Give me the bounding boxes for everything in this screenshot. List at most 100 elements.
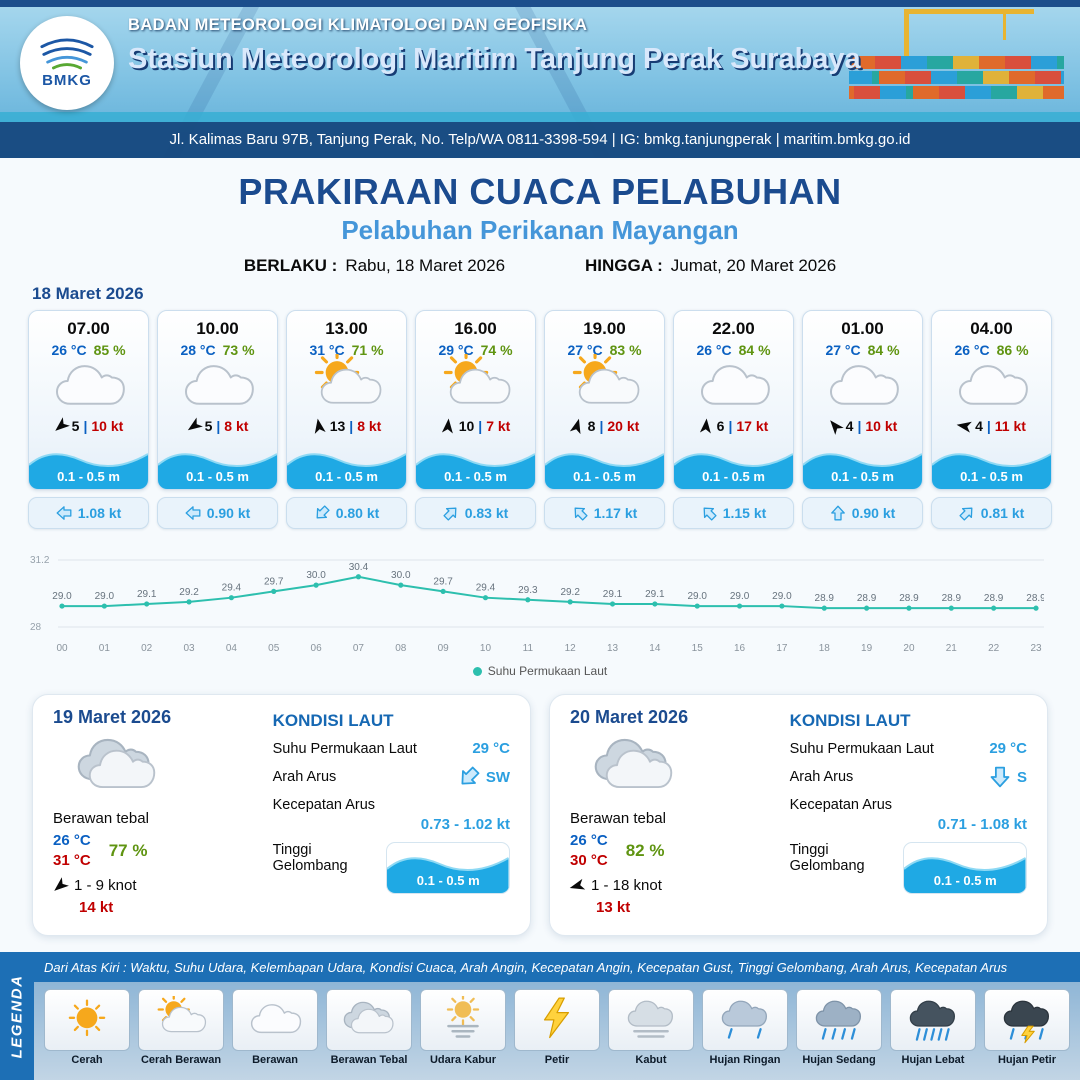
current-speed: 0.90 kt: [206, 505, 251, 521]
legend-dot: [472, 666, 482, 676]
current-direction-arrow: [316, 505, 330, 519]
gust-speed: 17 kt: [736, 418, 769, 434]
wave-height-value: 0.1 - 0.5 m: [186, 469, 249, 484]
wind-range: 1 - 18 knot: [591, 877, 662, 895]
temp-humidity-row: 26 °C 86 %: [932, 342, 1051, 358]
berawan-icon: [958, 365, 1028, 406]
gust-speed: 8 kt: [357, 418, 382, 434]
bmkg-logo-globe-icon: [40, 38, 94, 70]
station-name: Stasiun Meteorologi Maritim Tanjung Pera…: [128, 43, 861, 75]
svg-text:16: 16: [734, 643, 746, 654]
humidity: 74 %: [480, 342, 513, 358]
current-direction-arrow: [959, 507, 973, 521]
sea-conditions: KONDISI LAUT Suhu Permukaan Laut 29 °C A…: [273, 707, 510, 921]
sst-chart: 31.2 28 29.0 29.0 29.1 29.2 29.4 29.7 30.0 30.4 30…: [28, 543, 1052, 662]
humidity: 84 %: [867, 342, 900, 358]
current-speed: 1.15 kt: [722, 505, 767, 521]
sea-conditions: KONDISI LAUT Suhu Permukaan Laut 29 °C A…: [790, 707, 1027, 921]
wind-row: 10 | 7 kt: [416, 418, 535, 434]
wave-height: 0.1 - 0.5 m: [416, 439, 535, 489]
separator: |: [728, 418, 733, 434]
svg-text:17: 17: [776, 643, 788, 654]
wind-speed: 8: [587, 418, 596, 434]
legend-main: Dari Atas Kiri : Waktu, Suhu Udara, Kele…: [34, 952, 1080, 1080]
gust-speed: 10 kt: [91, 418, 124, 434]
svg-text:30.0: 30.0: [306, 570, 326, 581]
svg-text:00: 00: [56, 643, 68, 654]
wave-graphic: [287, 453, 406, 489]
current-speed: 1.08 kt: [77, 505, 122, 521]
forecast-card: 01.00 27 °C 84 % 4 | 10 kt 0.1 - 0.5 m: [802, 310, 923, 490]
current-speed: 0.81 kt: [980, 505, 1025, 521]
current-chip: 0.83 kt: [415, 497, 536, 529]
wave-graphic: [387, 857, 509, 893]
temp-humidity-row: 26 °C 85 %: [29, 342, 148, 358]
weather-icon: [287, 354, 406, 415]
svg-text:29.0: 29.0: [95, 591, 115, 602]
legend-title: LEGENDA: [8, 974, 26, 1058]
svg-text:29.3: 29.3: [518, 585, 538, 596]
forecast-card: 04.00 26 °C 86 % 4 | 11 kt 0.1 - 0.5 m: [931, 310, 1052, 490]
legend-label: Berawan: [252, 1054, 298, 1066]
berawan-icon: [55, 365, 125, 406]
sst-row: Suhu Permukaan Laut 29 °C: [790, 740, 1027, 757]
wave-graphic: [416, 453, 535, 489]
wave-height-row: Tinggi Gelombang 0.1 - 0.5 m: [273, 842, 510, 894]
current-direction-arrow: [461, 766, 480, 785]
svg-text:07: 07: [353, 643, 365, 654]
hujan-petir-icon: [1003, 1000, 1049, 1044]
current-speed-value: 0.71 - 1.08 kt: [937, 816, 1027, 833]
humidity: 73 %: [222, 342, 255, 358]
wind-direction-arrow: [441, 418, 453, 434]
current-speed: 0.80 kt: [335, 505, 380, 521]
gust-speed: 13 kt: [596, 899, 631, 917]
humidity: 77 %: [108, 840, 148, 860]
wave-height: 0.1 - 0.5 m: [674, 439, 793, 489]
wind-speed: 10: [458, 418, 475, 434]
wave-graphic: [932, 453, 1051, 489]
berawan-icon: [700, 365, 770, 406]
daily-forecast-card: 19 Maret 2026 Berawan tebal 26 °C 31 °C …: [32, 694, 531, 936]
temp-humidity-row: 27 °C 84 %: [803, 342, 922, 358]
current-direction-label: Arah Arus: [789, 769, 854, 785]
temp-humidity-row: 26 °C 84 %: [674, 342, 793, 358]
weather-icon: [416, 354, 535, 415]
sst-chart-section: 31.2 28 29.0 29.0 29.1 29.2 29.4 29.7 30.0 30.4 30…: [28, 543, 1052, 678]
current-direction-arrow: [703, 507, 717, 521]
day1-date: 18 Maret 2026: [32, 284, 144, 303]
svg-text:20: 20: [903, 643, 915, 654]
wave-height: 0.1 - 0.5 m: [29, 439, 148, 489]
svg-text:22: 22: [988, 643, 1000, 654]
forecast-card-column: 16.00 29 °C 74 % 10 | 7 kt 0.1 - 0.5 m 0.8…: [415, 310, 536, 529]
legend-item: Cerah: [44, 989, 130, 1076]
air-temperature: 27 °C: [825, 342, 861, 358]
forecast-cards-row: 07.00 26 °C 85 % 5 | 10 kt 0.1 - 0.5 m 1.0…: [28, 310, 1052, 529]
weather-condition: Berawan tebal: [53, 810, 149, 828]
wave-graphic: [545, 453, 664, 489]
current-speed: 1.17 kt: [593, 505, 638, 521]
header-banner: BMKG BADAN METEOROLOGI KLIMATOLOGI DAN G…: [0, 0, 1080, 158]
day1-section: 18 Maret 2026 07.00 26 °C 85 % 5 | 10 kt 0…: [28, 284, 1052, 529]
wave-height: 0.1 - 0.5 m: [158, 439, 277, 489]
wind-speed: 4: [975, 418, 983, 434]
forecast-time: 19.00: [583, 319, 626, 338]
current-direction-arrow: [185, 506, 201, 520]
legend-icon-box: [138, 989, 224, 1051]
hujan-ringan-icon: [721, 1000, 767, 1039]
forecast-time: 22.00: [712, 319, 755, 338]
legend-item: Petir: [514, 989, 600, 1076]
legend-item: Berawan: [232, 989, 318, 1076]
wave-graphic: [803, 453, 922, 489]
wave-height-value: 0.1 - 0.5 m: [416, 873, 480, 888]
wave-height: 0.1 - 0.5 m: [287, 439, 406, 489]
legend-icon-box: [420, 989, 506, 1051]
wave-height: 0.1 - 0.5 m: [803, 439, 922, 489]
cerah-berawan-icon: [157, 996, 207, 1033]
svg-text:29.0: 29.0: [772, 591, 792, 602]
legend-item: Udara Kabur: [420, 989, 506, 1076]
legend-label: Kabut: [635, 1054, 667, 1066]
weather-icon: [803, 359, 922, 415]
svg-text:29.4: 29.4: [222, 583, 242, 594]
sst-value: 29 °C: [989, 740, 1027, 757]
svg-text:18: 18: [819, 643, 831, 654]
